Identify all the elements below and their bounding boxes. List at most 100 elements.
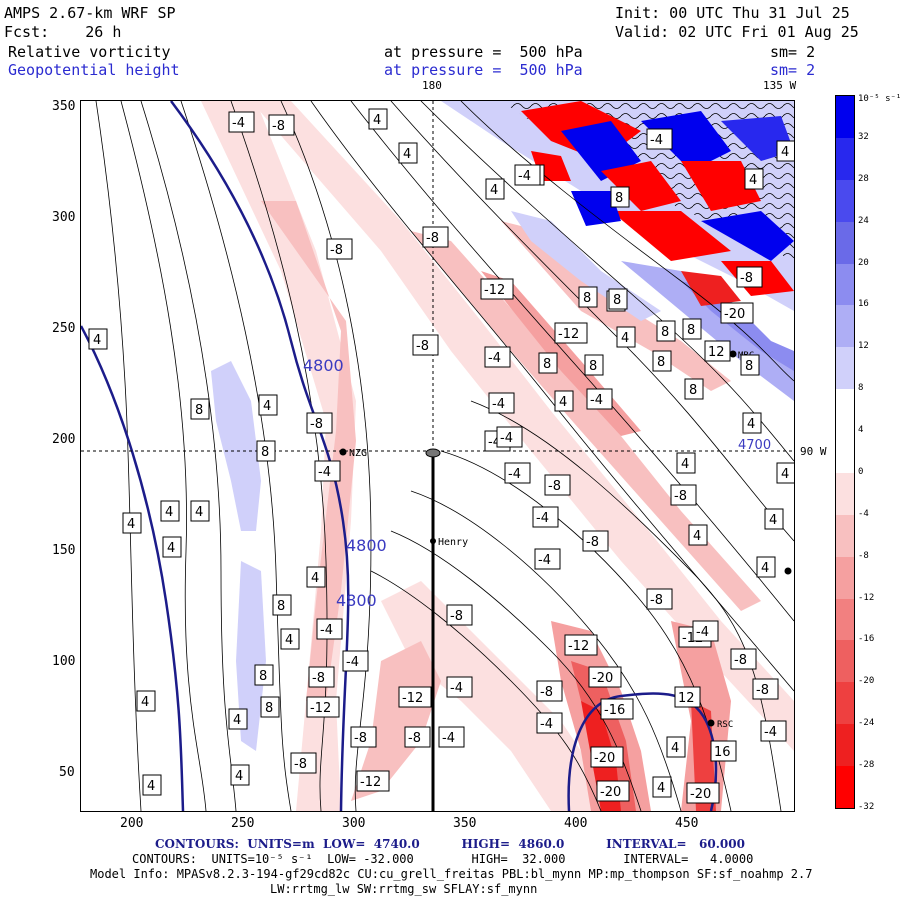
y-tick: 200 <box>52 432 76 447</box>
svg-text:4: 4 <box>311 571 319 586</box>
svg-text:4: 4 <box>263 399 271 414</box>
vort-label: -8 <box>446 604 473 626</box>
vort-label: 4 <box>676 452 696 474</box>
model-info-physics: LW:rrtmg_lw SW:rrtmg_sw SFLAY:sf_mynn <box>270 882 538 896</box>
colorbar-label: 8 <box>858 383 864 394</box>
vort-label: 8 <box>272 594 292 616</box>
vort-label: 4 <box>764 508 784 530</box>
colorbar-segment <box>836 682 854 725</box>
forecast-hour: Fcst: 26 h <box>4 23 122 41</box>
svg-text:-8: -8 <box>740 271 753 286</box>
vort-label: 4 <box>228 708 248 730</box>
svg-text:4: 4 <box>233 713 241 728</box>
field2-name: Geopotential height <box>8 61 180 79</box>
vort-label: 4 <box>666 736 686 758</box>
vort-label: -4 <box>646 128 673 150</box>
svg-text:4: 4 <box>621 331 629 346</box>
svg-text:8: 8 <box>745 359 753 374</box>
station-henry-label: Henry <box>438 537 468 548</box>
colorbar-segment <box>836 598 854 641</box>
field2-level: at pressure = 500 hPa <box>384 61 583 79</box>
vort-label: -12 <box>564 634 598 656</box>
vort-label: 4 <box>776 462 794 484</box>
svg-text:-4: -4 <box>318 465 331 480</box>
vort-label: -8 <box>536 680 563 702</box>
vort-label: -8 <box>306 412 333 434</box>
vort-label: 4 <box>160 500 180 522</box>
svg-text:8: 8 <box>543 357 551 372</box>
svg-text:-20: -20 <box>600 785 621 800</box>
vort-label: 4 <box>756 556 776 578</box>
svg-text:-8: -8 <box>272 119 285 134</box>
vort-label: 4 <box>230 764 250 786</box>
svg-text:8: 8 <box>589 359 597 374</box>
svg-text:-4: -4 <box>650 133 663 148</box>
svg-text:-4: -4 <box>500 431 513 446</box>
svg-text:4: 4 <box>141 695 149 710</box>
colorbar-segment <box>836 514 854 558</box>
colorbar-label: -12 <box>858 592 875 603</box>
colorbar-label: 20 <box>858 257 869 268</box>
vort-label: -8 <box>422 226 449 248</box>
contours-vorticity-info: CONTOURS: UNITS=10⁻⁵ s⁻¹ LOW= -32.000 HI… <box>132 852 754 866</box>
colorbar-segment <box>836 389 854 432</box>
colorbar-label: -4 <box>858 508 869 519</box>
station-henry-marker <box>430 538 436 544</box>
vort-label: 8 <box>608 288 628 310</box>
svg-text:-12: -12 <box>402 691 423 706</box>
svg-text:8: 8 <box>265 701 273 716</box>
colorbar-label: 24 <box>858 215 869 226</box>
vort-label: 16 <box>710 740 737 762</box>
colorbar-segment <box>836 179 854 223</box>
svg-text:-8: -8 <box>650 593 663 608</box>
y-tick: 250 <box>52 321 76 336</box>
model-title: AMPS 2.67-km WRF SP <box>4 4 176 22</box>
vort-label: -4 <box>314 460 341 482</box>
colorbar-label: -20 <box>858 676 875 687</box>
svg-text:-4: -4 <box>540 717 553 732</box>
colorbar-segment <box>836 472 854 516</box>
vort-label: 4 <box>190 500 210 522</box>
svg-text:8: 8 <box>689 383 697 398</box>
svg-text:4: 4 <box>195 505 203 520</box>
svg-text:-8: -8 <box>312 671 325 686</box>
height-label: 4800 <box>303 356 344 375</box>
svg-text:-20: -20 <box>690 787 711 802</box>
svg-text:4: 4 <box>559 395 567 410</box>
svg-text:4: 4 <box>127 517 135 532</box>
colorbar-segment <box>836 137 854 181</box>
vort-label: 4 <box>162 536 182 558</box>
vort-label: -4 <box>586 388 613 410</box>
svg-text:8: 8 <box>277 599 285 614</box>
vort-label: -8 <box>308 666 335 688</box>
svg-text:8: 8 <box>661 325 669 340</box>
colorbar-label: -28 <box>858 760 875 771</box>
svg-text:4: 4 <box>747 417 755 432</box>
colorbar-segment <box>836 263 854 306</box>
svg-text:4: 4 <box>769 513 777 528</box>
svg-text:-4: -4 <box>488 351 501 366</box>
station-nzg-marker <box>339 448 347 456</box>
vort-label: 4 <box>616 326 636 348</box>
vort-label: 4 <box>88 328 108 350</box>
svg-text:-8: -8 <box>408 731 421 746</box>
field1-level: at pressure = 500 hPa <box>384 43 583 61</box>
svg-text:-8: -8 <box>330 243 343 258</box>
vort-label: -8 <box>268 114 295 136</box>
field1-smoothing: sm= 2 <box>770 43 816 61</box>
vort-label: 4 <box>122 512 142 534</box>
vort-label: -4 <box>342 650 369 672</box>
svg-text:-20: -20 <box>724 307 745 322</box>
vort-label: -8 <box>290 752 317 774</box>
svg-text:4: 4 <box>681 457 689 472</box>
height-labels: 4800 4800 4800 4700 <box>303 356 771 610</box>
vort-label: 8 <box>610 186 630 208</box>
colorbar-label: 16 <box>858 299 869 310</box>
lon-label-180: 180 <box>422 79 442 92</box>
colorbar <box>835 95 855 809</box>
vort-label: -8 <box>326 238 353 260</box>
vort-label: -12 <box>306 696 340 718</box>
vort-label: -4 <box>228 111 255 133</box>
svg-text:-4: -4 <box>538 553 551 568</box>
svg-text:-8: -8 <box>294 757 307 772</box>
